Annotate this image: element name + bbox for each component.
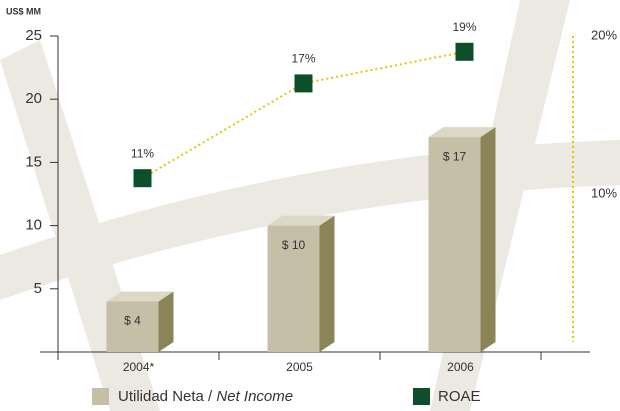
bar-value-label: $ 4 [124,314,141,328]
x-tick-label: 2006 [447,360,474,374]
y-tick-label: 5 [34,280,42,297]
y2-tick-label: 20% [591,27,617,42]
x-tick-label: 2004* [123,360,155,374]
y-tick-label: 10 [25,217,42,234]
x-tick-label: 2005 [286,360,313,374]
bar-top [106,291,174,302]
legend-label: Utilidad Neta / Net Income [118,388,293,405]
bar-top [428,127,496,138]
roae-label: 11% [131,146,154,160]
bar-value-label: $ 10 [282,238,306,252]
bar [267,225,320,352]
bar-side [319,215,335,352]
y-axis-label: US$ MM [6,6,41,16]
roae-point [294,74,313,93]
y-tick-label: 20 [25,90,42,107]
legend-label: ROAE [438,388,481,405]
roae-label: 17% [291,52,315,66]
legend-swatch [413,388,430,405]
roae-point [133,169,152,188]
y-tick-label: 15 [25,153,42,170]
bar [428,137,481,352]
bar-top [267,215,335,226]
legend-swatch [92,388,109,405]
bar-side [158,291,174,352]
bar-value-label: $ 17 [443,149,467,163]
bar-side [480,127,496,353]
roae-point [455,42,474,61]
bar [106,301,159,352]
y-tick-label: 25 [25,27,42,44]
y2-tick-label: 10% [591,185,617,200]
roae-label: 19% [452,20,476,34]
